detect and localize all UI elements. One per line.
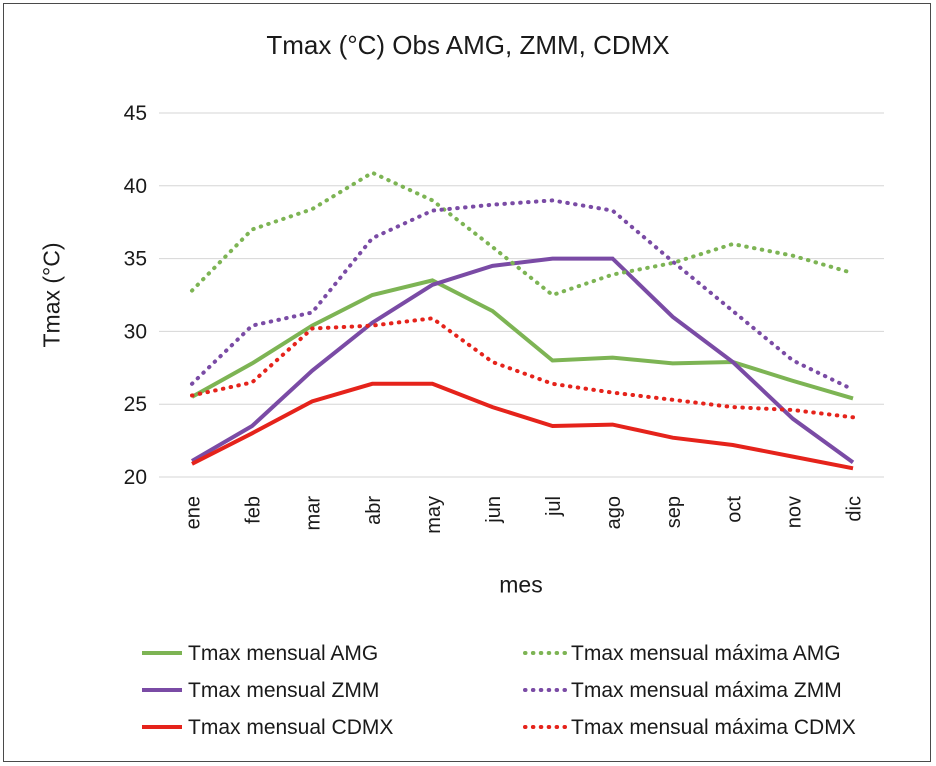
y-tick-label: 20 bbox=[124, 466, 147, 489]
series-line-tmax-mensual-zmm bbox=[190, 256, 855, 465]
series-line-tmax-mensual-m-xima-zmm bbox=[190, 198, 855, 392]
x-tick-label-nov: nov bbox=[783, 496, 805, 528]
x-tick-label-oct: oct bbox=[723, 496, 745, 523]
legend-item-tmax-mensual-m-xima-amg: Tmax mensual máxima AMG bbox=[571, 642, 841, 665]
x-tick-label-mar: mar bbox=[303, 496, 325, 531]
x-axis-title: mes bbox=[499, 571, 543, 598]
x-tick-label-sep: sep bbox=[663, 496, 685, 528]
series-line-tmax-mensual-cdmx bbox=[191, 381, 854, 471]
legend-item-tmax-mensual-zmm: Tmax mensual ZMM bbox=[188, 679, 379, 702]
x-tick-label-may: may bbox=[423, 496, 445, 534]
series-line-tmax-mensual-m-xima-cdmx bbox=[190, 316, 855, 420]
chart-border bbox=[3, 3, 931, 762]
chart-title: Tmax (°C) Obs AMG, ZMM, CDMX bbox=[266, 30, 670, 60]
x-tick-label-feb: feb bbox=[243, 496, 265, 524]
x-tick-label-abr: abr bbox=[363, 496, 385, 525]
y-tick-label: 25 bbox=[124, 393, 147, 416]
x-tick-label-jul: jul bbox=[543, 496, 565, 517]
y-tick-label: 40 bbox=[124, 175, 147, 198]
x-tick-label-jun: jun bbox=[483, 496, 505, 524]
y-tick-label: 35 bbox=[124, 248, 147, 271]
legend-item-tmax-mensual-amg: Tmax mensual AMG bbox=[188, 642, 378, 665]
y-tick-label: 30 bbox=[124, 320, 147, 343]
legend-item-tmax-mensual-m-xima-cdmx: Tmax mensual máxima CDMX bbox=[571, 716, 856, 739]
legend-item-tmax-mensual-cdmx: Tmax mensual CDMX bbox=[188, 716, 393, 739]
y-tick-label: 45 bbox=[124, 102, 147, 125]
series-line-tmax-mensual-amg bbox=[191, 278, 854, 401]
x-tick-label-dic: dic bbox=[844, 496, 866, 522]
series-line-tmax-mensual-m-xima-amg bbox=[190, 170, 855, 298]
legend-item-tmax-mensual-m-xima-zmm: Tmax mensual máxima ZMM bbox=[571, 679, 842, 702]
x-tick-label-ene: ene bbox=[183, 496, 205, 529]
x-tick-label-ago: ago bbox=[603, 496, 625, 529]
